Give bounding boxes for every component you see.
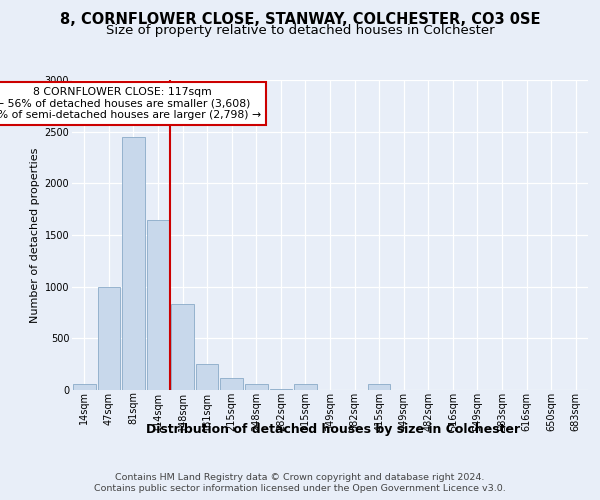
Bar [196,364,218,390]
Y-axis label: Number of detached properties: Number of detached properties [31,148,40,322]
Bar [122,137,145,390]
Text: Size of property relative to detached houses in Colchester: Size of property relative to detached ho… [106,24,494,37]
Bar [220,378,243,390]
Text: 8, CORNFLOWER CLOSE, STANWAY, COLCHESTER, CO3 0SE: 8, CORNFLOWER CLOSE, STANWAY, COLCHESTER… [60,12,540,28]
Bar [98,286,120,390]
Bar [171,304,194,390]
Text: 8 CORNFLOWER CLOSE: 117sqm
← 56% of detached houses are smaller (3,608)
43% of s: 8 CORNFLOWER CLOSE: 117sqm ← 56% of deta… [0,87,261,120]
Bar [73,384,95,390]
Bar [245,384,268,390]
Bar [146,220,169,390]
Bar [294,384,317,390]
Text: Contains public sector information licensed under the Open Government Licence v3: Contains public sector information licen… [94,484,506,493]
Text: Contains HM Land Registry data © Crown copyright and database right 2024.: Contains HM Land Registry data © Crown c… [115,472,485,482]
Bar [368,384,391,390]
Text: Distribution of detached houses by size in Colchester: Distribution of detached houses by size … [146,422,520,436]
